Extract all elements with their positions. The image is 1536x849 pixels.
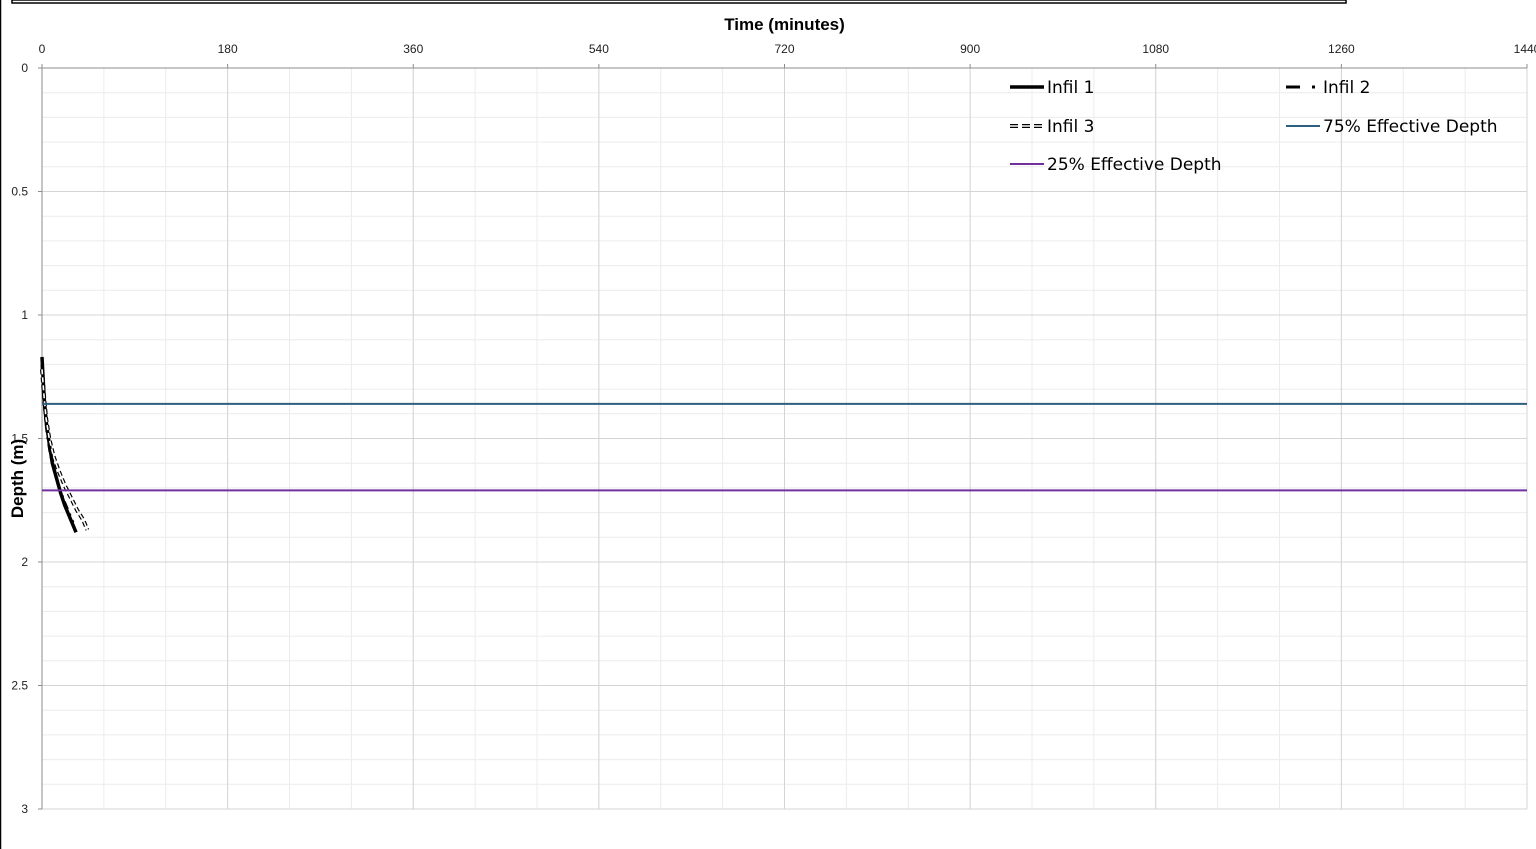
y-tick-label: 2 [21,555,28,569]
legend-item-infil-3-label: Infil 3 [1047,117,1094,137]
x-tick-label: 1080 [1142,42,1169,56]
x-tick-label: 1260 [1328,42,1355,56]
legend-item-25-effective-depth: 25% Effective Depth [1010,155,1222,175]
legend-item-infil-2: Infil 2 [1286,78,1370,98]
x-tick-label: 540 [589,42,609,56]
y-tick-label: 3 [21,802,28,816]
y-tick-label: 0.5 [11,185,28,199]
grid [41,67,1528,810]
y-tick-label: 2.5 [11,679,28,693]
x-tick-label: 900 [960,42,980,56]
legend-item-25-effective-depth-label: 25% Effective Depth [1047,155,1222,175]
y-tick-labels: 0 0.5 1 1.5 2 2.5 3 [11,61,28,816]
x-tick-label: 0 [39,42,46,56]
x-axis-title: Time (minutes) [724,15,845,34]
series-line-infil-3-inner [41,369,89,531]
top-frame-line [11,0,1347,4]
legend-item-75-effective-depth: 75% Effective Depth [1286,117,1498,137]
y-axis-title: Depth (m) [8,439,27,518]
series-line-infil-1 [40,356,78,534]
legend: Infil 1 Infil 2 Infil 3 75% Effective Depth… [1010,78,1498,175]
legend-item-infil-3: Infil 3 [1010,117,1094,137]
series-line-infil-2 [40,364,75,524]
x-tick-label: 180 [218,42,238,56]
y-tick-label: 1.5 [11,432,28,446]
series-lines [40,356,1527,534]
y-tick-label: 0 [21,61,28,75]
legend-item-infil-2-label: Infil 2 [1323,78,1370,98]
axes [38,64,1528,810]
legend-item-infil-1-label: Infil 1 [1047,78,1094,98]
x-tick-label: 360 [403,42,423,56]
legend-item-infil-1: Infil 1 [1010,78,1094,98]
legend-item-75-effective-depth-label: 75% Effective Depth [1323,117,1498,137]
x-tick-label: 720 [774,42,794,56]
y-tick-label: 1 [21,308,28,322]
